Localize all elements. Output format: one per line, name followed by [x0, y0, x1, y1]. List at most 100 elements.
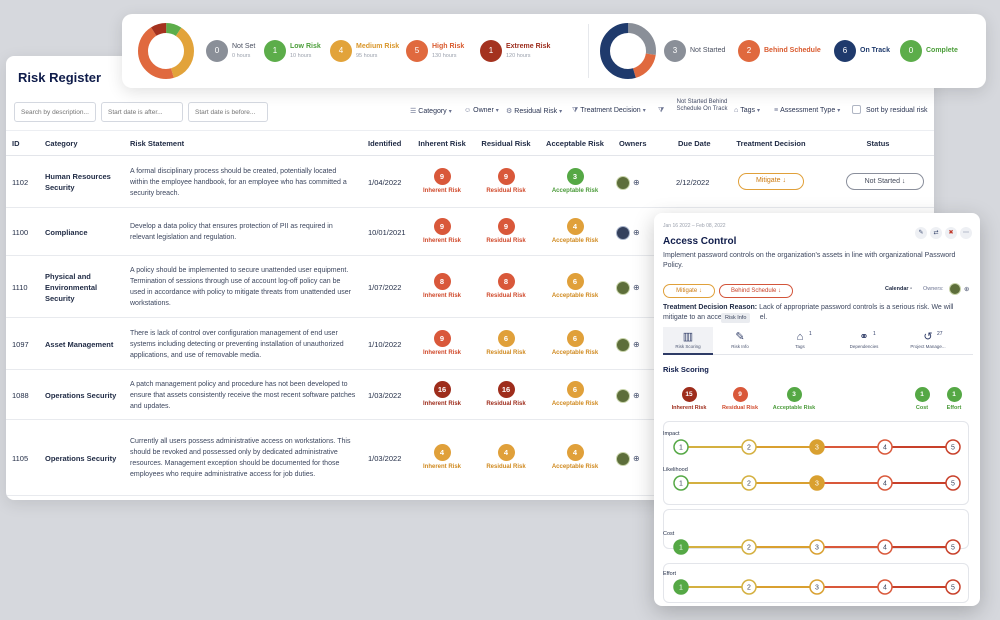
start-after-input[interactable]	[101, 102, 183, 122]
column-header-inherent[interactable]: Inherent Risk	[418, 139, 466, 148]
column-header-acceptable[interactable]: Acceptable Risk	[546, 139, 604, 148]
tab-tag[interactable]: ⌂ Tags 1	[775, 327, 825, 355]
scale-option[interactable]	[877, 579, 893, 595]
avatar[interactable]	[616, 225, 630, 240]
scale-option[interactable]	[673, 439, 689, 455]
column-header-owners[interactable]: Owners	[619, 139, 647, 148]
checkbox-box[interactable]	[852, 105, 861, 114]
edit-icon[interactable]: ✎	[915, 227, 927, 239]
inherent-risk-badge: 4 Inherent Risk	[407, 444, 477, 470]
sort-by-residual-checkbox[interactable]: Sort by residual risk	[852, 105, 927, 114]
add-user-icon[interactable]: ⊕	[633, 178, 640, 188]
treatment-decision-filter[interactable]: ⧩ Treatment Decision ▾	[572, 107, 646, 114]
column-header-statement[interactable]: Risk Statement	[130, 139, 185, 148]
column-header-category[interactable]: Category	[45, 139, 78, 148]
table-row[interactable]: 1105 Operations Security Currently all use…	[6, 420, 934, 496]
tab-link[interactable]: ⚭ Dependencies 1	[839, 327, 889, 355]
tab-chart[interactable]: ▥ Risk Scoring	[663, 327, 713, 355]
risk-score: 8	[433, 273, 451, 290]
status-button[interactable]: Not Started ↓	[846, 173, 924, 190]
calendar-icon: ▫	[910, 286, 913, 292]
delete-icon[interactable]: ✖	[945, 227, 957, 239]
risk-score: 3	[566, 168, 584, 185]
owners-cell: ⊕	[616, 336, 640, 354]
score-slider[interactable]: 1 2 3 4 5	[654, 473, 980, 493]
scale-option[interactable]	[877, 439, 893, 455]
table-row[interactable]: 1097 Asset Management There is lack of con…	[6, 318, 934, 370]
risk-score: 9	[497, 218, 515, 235]
residual-risk-filter[interactable]: ⚙ Residual Risk ▾	[506, 108, 563, 115]
more-icon[interactable]: ⋯	[960, 227, 972, 239]
residual-risk-badge: 16 Residual Risk	[471, 381, 541, 407]
scale-option[interactable]	[673, 475, 689, 491]
scale-option[interactable]	[809, 539, 825, 555]
add-user-icon[interactable]: ⊕	[633, 454, 640, 464]
table-row[interactable]: 1100 Compliance Develop a data policy that…	[6, 208, 934, 256]
add-user-icon[interactable]: ⊕	[633, 283, 640, 293]
score-slider[interactable]: 1 2 3 4 5	[654, 437, 980, 457]
behind-schedule-button[interactable]: Behind Schedule ↓	[719, 284, 793, 298]
add-user-icon[interactable]: ⊕	[633, 228, 640, 238]
avatar[interactable]	[616, 280, 630, 295]
scale-option[interactable]	[945, 439, 961, 455]
mitigate-button[interactable]: Mitigate ↓	[663, 284, 715, 298]
scale-option[interactable]	[809, 475, 825, 491]
avatar[interactable]	[616, 175, 630, 190]
cell-id: 1097	[12, 340, 29, 349]
scale-option[interactable]	[741, 475, 757, 491]
add-user-icon[interactable]: ⊕	[633, 391, 640, 401]
avatar[interactable]	[949, 283, 961, 295]
score-value: 15	[681, 387, 697, 402]
scale-option[interactable]	[945, 539, 961, 555]
table-row[interactable]: 1110 Physical and Environmental Security A…	[6, 256, 934, 318]
column-header-identified[interactable]: Identified	[368, 139, 402, 148]
avatar[interactable]	[616, 451, 630, 466]
avatar[interactable]	[616, 337, 630, 352]
score-label: Effort	[946, 405, 962, 411]
section-title: Risk Scoring	[663, 365, 709, 374]
table-row[interactable]: 1088 Operations Security A patch managemen…	[6, 370, 934, 420]
cell-identified: 1/07/2022	[368, 283, 402, 292]
scale-option[interactable]	[945, 579, 961, 595]
start-before-input[interactable]	[188, 102, 268, 122]
scale-option[interactable]	[945, 475, 961, 491]
score-slider[interactable]: 1 2 3 4 5	[654, 537, 980, 557]
owner-filter[interactable]: ☺ Owner ▾	[464, 107, 499, 114]
column-header-residual[interactable]: Residual Risk	[481, 139, 531, 148]
cell-id: 1100	[12, 228, 29, 237]
add-owner-icon[interactable]: ⊕	[964, 286, 970, 293]
owners-cell: ⊕	[616, 279, 640, 297]
status-funnel-icon[interactable]: ⧩	[658, 107, 665, 114]
category-filter[interactable]: ☰ Category ▾	[410, 108, 452, 115]
tab-edit[interactable]: ✎ Risk Info	[715, 327, 765, 355]
swap-icon[interactable]: ⇄	[930, 227, 942, 239]
column-header-status[interactable]: Status	[866, 139, 890, 148]
tags-filter[interactable]: ⌂ Tags ▾	[734, 107, 761, 114]
panel-actions: ✎ ⇄ ✖ ⋯	[912, 221, 972, 239]
avatar[interactable]	[616, 388, 630, 403]
scale-option[interactable]	[673, 579, 689, 595]
scale-option[interactable]	[809, 579, 825, 595]
assessment-type-filter[interactable]: ≡ Assessment Type ▾	[774, 107, 841, 114]
scale-option[interactable]	[741, 579, 757, 595]
scale-option[interactable]	[741, 439, 757, 455]
column-header-id[interactable]: ID	[12, 139, 20, 148]
treatment-decision-button[interactable]: Mitigate ↓	[738, 173, 804, 190]
scale-option[interactable]	[877, 539, 893, 555]
residual-risk-badge: 9 Residual Risk	[471, 168, 541, 194]
column-header-treatment[interactable]: Treatment Decision	[736, 139, 806, 148]
tab-history[interactable]: ↺ Project Manage... 27	[903, 327, 953, 355]
add-user-icon[interactable]: ⊕	[633, 340, 640, 350]
cell-category: Operations Security	[45, 453, 117, 463]
search-input[interactable]	[14, 102, 96, 122]
cell-due-date: 2/12/2022	[676, 178, 710, 187]
calendar-link[interactable]: Calendar ▫	[885, 286, 913, 292]
scale-option[interactable]	[673, 539, 689, 555]
scale-option[interactable]	[877, 475, 893, 491]
score-slider[interactable]: 1 2 3 4 5	[654, 577, 980, 597]
scale-option[interactable]	[741, 539, 757, 555]
scale-option[interactable]	[809, 439, 825, 455]
status-filter[interactable]: Not Started Behind Schedule On Track	[676, 99, 728, 112]
column-header-due[interactable]: Due Date	[678, 139, 711, 148]
table-row[interactable]: 1102 Human Resources Security A formal dis…	[6, 156, 934, 208]
